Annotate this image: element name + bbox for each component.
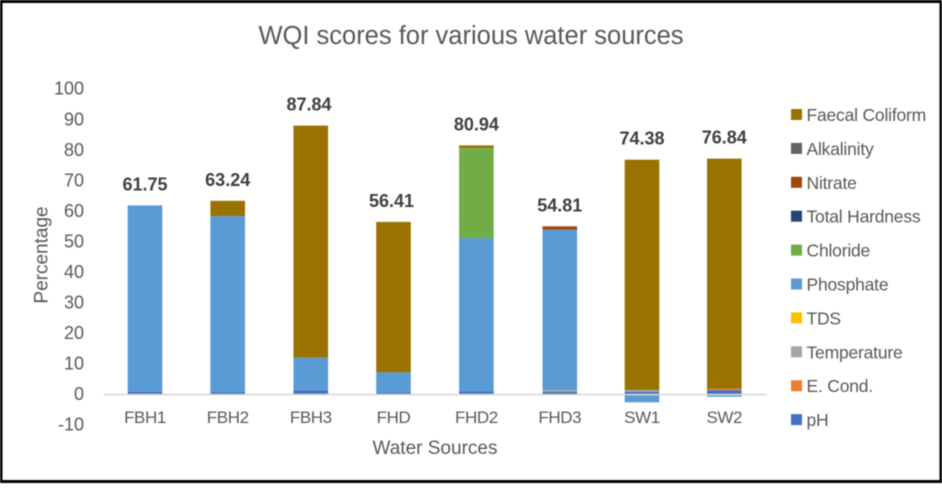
svg-text:10: 10 [64,354,84,374]
svg-text:100: 100 [54,79,84,99]
svg-text:Nitrate: Nitrate [807,173,857,193]
svg-text:20: 20 [64,323,84,343]
svg-text:FHD3: FHD3 [538,408,581,427]
svg-text:40: 40 [64,262,84,282]
svg-text:-10: -10 [58,415,84,435]
svg-text:E. Cond.: E. Cond. [807,376,874,396]
svg-text:63.24: 63.24 [205,170,250,190]
svg-text:pH: pH [807,410,829,430]
svg-text:Total Hardness: Total Hardness [807,207,921,227]
svg-text:FBH1: FBH1 [124,408,166,427]
svg-text:74.38: 74.38 [619,129,664,149]
svg-text:FBH2: FBH2 [207,408,249,427]
svg-text:Faecal Coliform: Faecal Coliform [807,105,927,125]
svg-text:80: 80 [64,140,84,160]
svg-text:80.94: 80.94 [454,114,499,134]
svg-text:56.41: 56.41 [369,191,414,211]
svg-text:FHD2: FHD2 [455,408,498,427]
svg-text:SW2: SW2 [706,408,742,427]
svg-text:87.84: 87.84 [286,95,331,115]
svg-text:Water Sources: Water Sources [373,438,498,459]
svg-text:Phosphate: Phosphate [807,275,889,295]
svg-text:60: 60 [64,201,84,221]
svg-text:Temperature: Temperature [807,342,903,362]
svg-text:0: 0 [74,384,84,404]
svg-text:50: 50 [64,231,84,251]
svg-text:61.75: 61.75 [122,174,167,194]
svg-text:30: 30 [64,293,84,313]
svg-text:TDS: TDS [807,308,841,328]
svg-text:WQI scores for various water s: WQI scores for various water sources [258,22,683,50]
svg-text:FBH3: FBH3 [290,408,332,427]
svg-text:70: 70 [64,170,84,190]
svg-text:Percentage: Percentage [32,206,53,303]
svg-text:FHD: FHD [377,408,411,427]
svg-text:SW1: SW1 [624,408,660,427]
svg-text:Chloride: Chloride [807,241,871,261]
svg-text:76.84: 76.84 [702,128,747,148]
svg-text:90: 90 [64,109,84,129]
svg-text:54.81: 54.81 [537,195,582,215]
svg-text:Alkalinity: Alkalinity [807,139,875,159]
